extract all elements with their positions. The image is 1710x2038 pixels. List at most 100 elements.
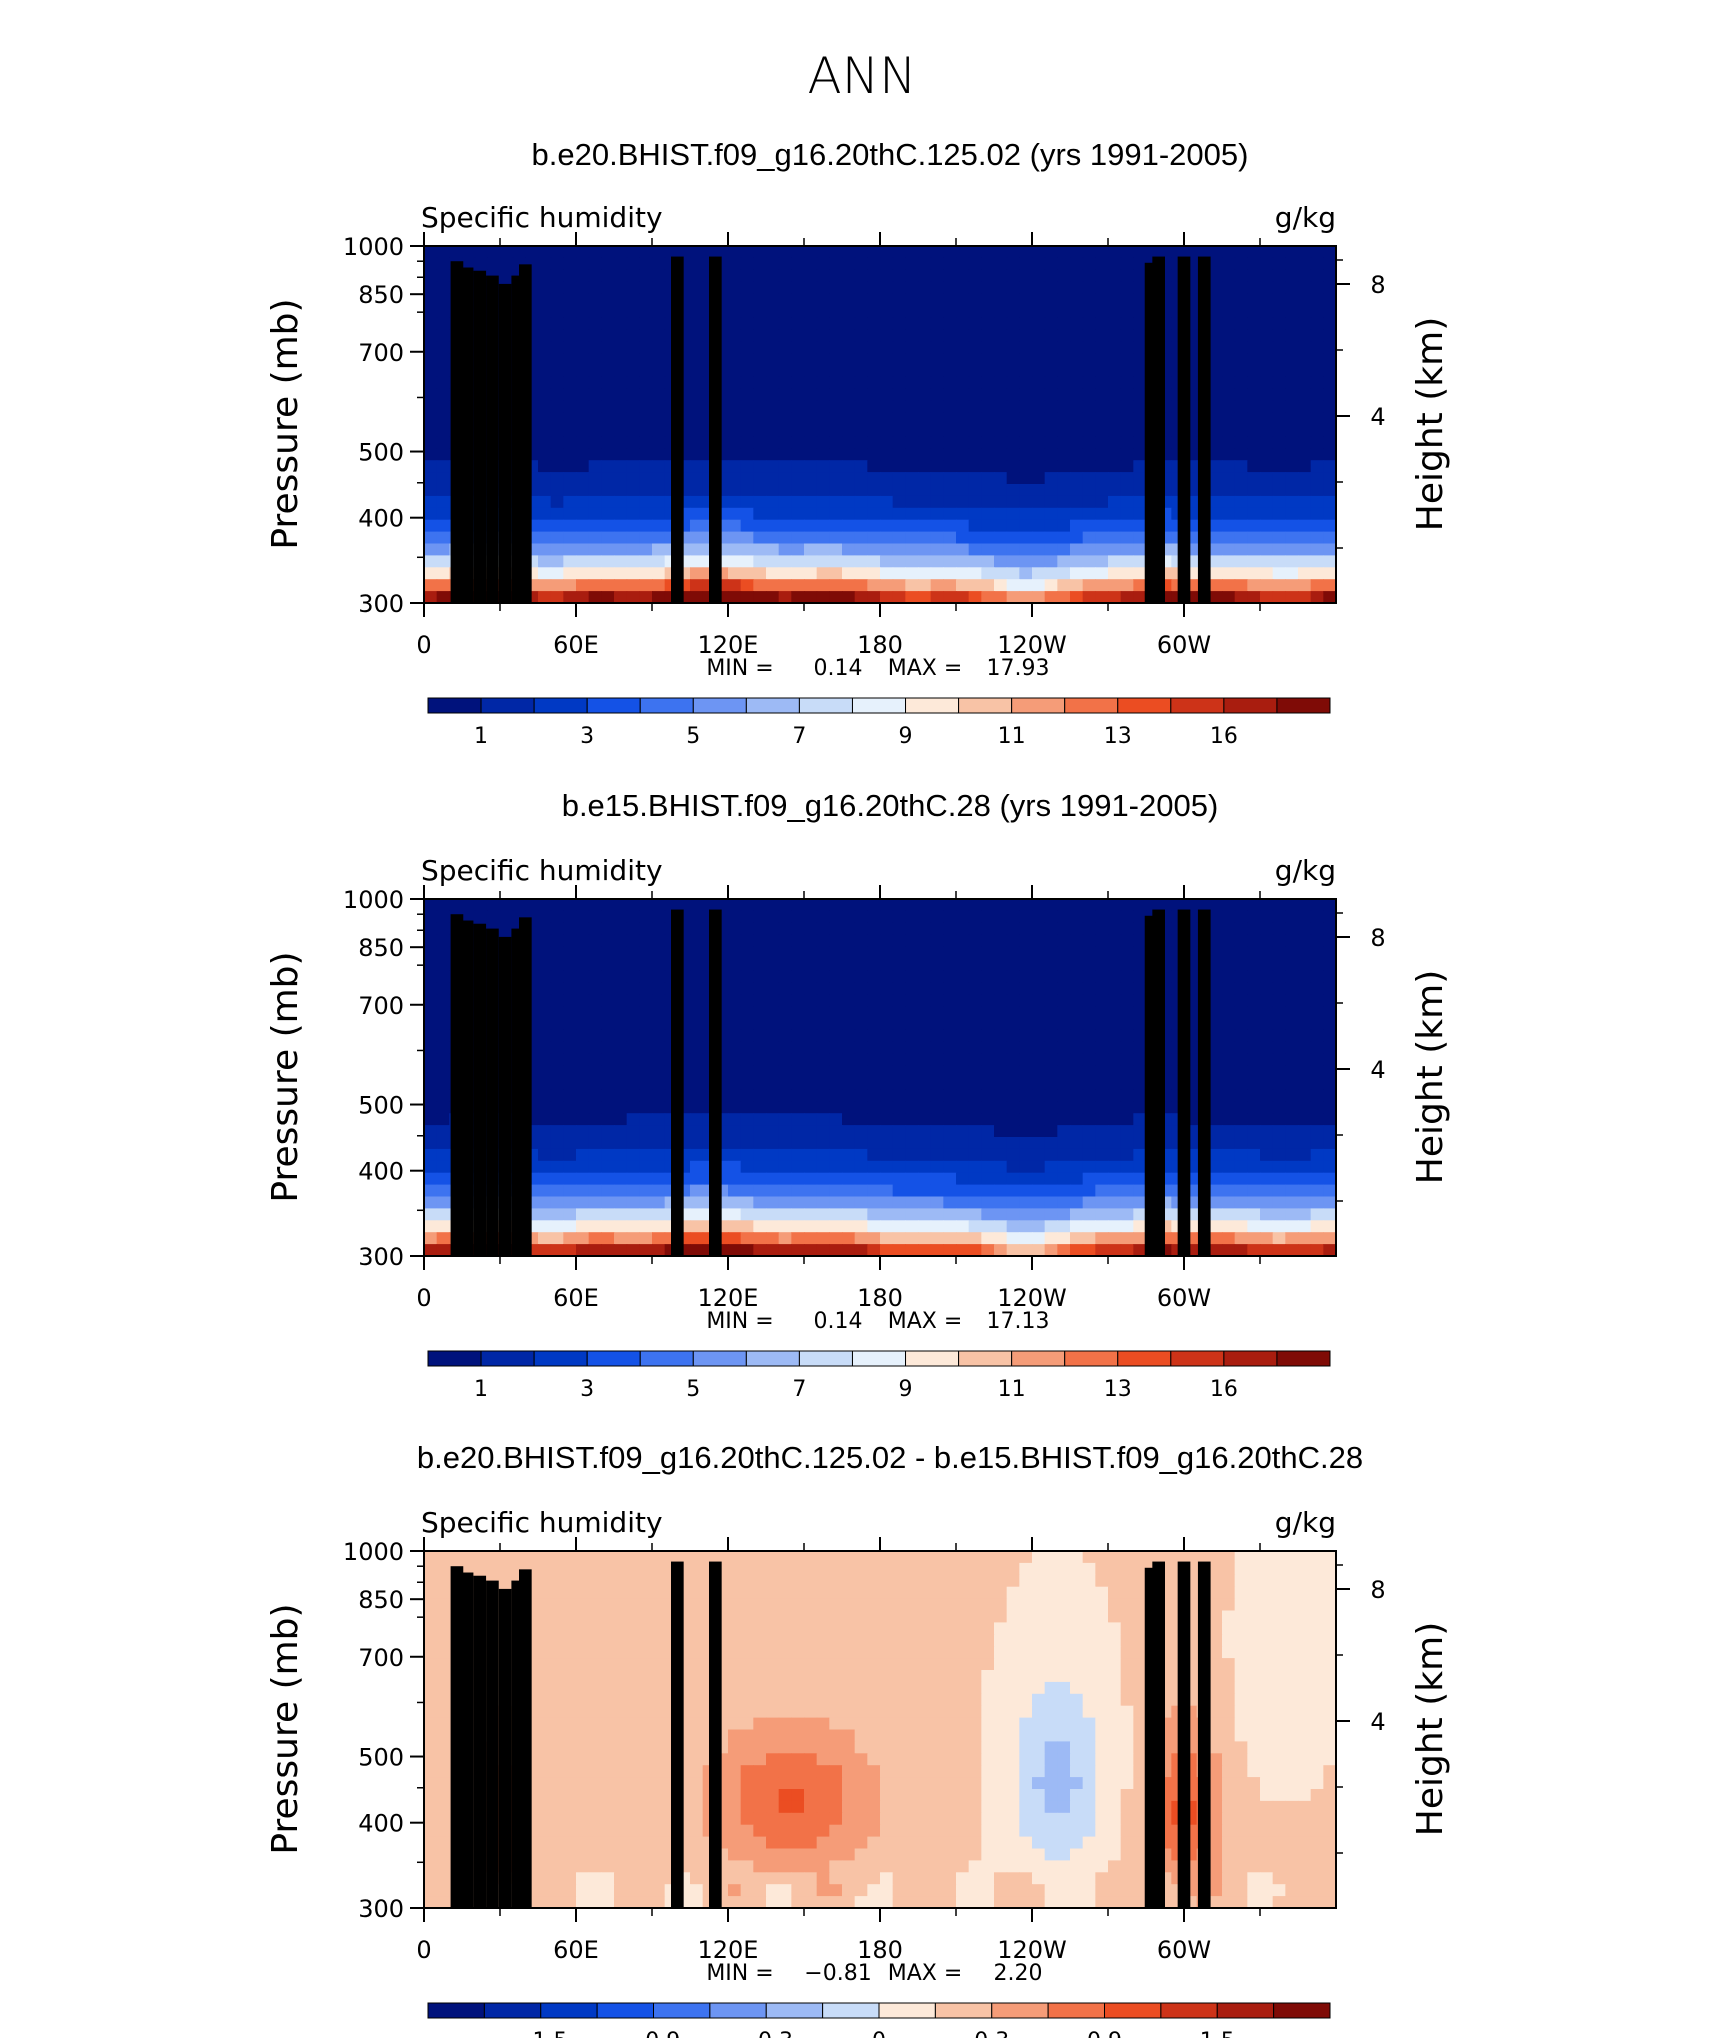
heatmap-cell — [652, 1089, 666, 1102]
heatmap-cell — [892, 591, 906, 604]
heatmap-cell — [956, 376, 970, 390]
heatmap-cell — [588, 1018, 602, 1031]
heatmap-cell — [639, 1148, 653, 1162]
heatmap-cell — [576, 1622, 590, 1635]
heatmap-cell — [829, 424, 843, 437]
heatmap-cell — [981, 376, 995, 390]
heatmap-cell — [1222, 1196, 1236, 1209]
heatmap-cell — [550, 555, 564, 568]
heatmap-cell — [690, 1172, 704, 1186]
heatmap-cell — [804, 1018, 818, 1031]
heatmap-cell — [436, 507, 450, 521]
heatmap-cell — [1247, 1148, 1261, 1162]
heatmap-cell — [740, 293, 754, 307]
heatmap-cell — [1044, 1551, 1058, 1564]
heatmap-cell — [930, 269, 944, 283]
heatmap-cell — [854, 946, 868, 960]
colorbar-label: 7 — [792, 724, 806, 749]
heatmap-cell — [626, 484, 640, 497]
heatmap-cell — [690, 519, 704, 533]
heatmap-cell — [1082, 555, 1096, 568]
heatmap-cell — [1298, 472, 1312, 485]
heatmap-cell — [538, 329, 552, 342]
heatmap-cell — [1133, 1244, 1147, 1257]
heatmap-cell — [994, 1137, 1008, 1150]
heatmap-cell — [1032, 1562, 1046, 1576]
heatmap-cell — [424, 970, 438, 983]
heatmap-cell — [1057, 1232, 1071, 1245]
heatmap-cell — [905, 922, 919, 936]
heatmap-cell — [563, 519, 577, 533]
heatmap-cell — [867, 1113, 881, 1126]
heatmap-cell — [804, 1244, 818, 1257]
heatmap-cell — [804, 555, 818, 568]
heatmap-cell — [740, 567, 754, 580]
heatmap-cell — [728, 958, 742, 971]
heatmap-cell — [626, 970, 640, 983]
heatmap-cell — [424, 946, 438, 960]
heatmap-cell — [753, 448, 767, 461]
heatmap-cell — [601, 1244, 615, 1257]
heatmap-cell — [1095, 1232, 1109, 1245]
heatmap-cell — [1044, 317, 1058, 330]
heatmap-cell — [1285, 460, 1299, 473]
heatmap-cell — [639, 388, 653, 402]
heatmap-cell — [601, 365, 615, 378]
heatmap-cell — [1082, 1232, 1096, 1245]
heatmap-cell — [588, 400, 602, 414]
heatmap-cell — [436, 484, 450, 497]
heatmap-cell — [1044, 899, 1058, 912]
heatmap-cell — [588, 1029, 602, 1043]
heatmap-cell — [1285, 257, 1299, 271]
heatmap-cell — [740, 472, 754, 485]
heatmap-cell — [753, 982, 767, 995]
heatmap-cell — [1057, 1184, 1071, 1198]
heatmap-cell — [1209, 1018, 1223, 1031]
heatmap-cell — [740, 388, 754, 402]
heatmap-cell — [1120, 591, 1134, 604]
heatmap-cell — [728, 1065, 742, 1079]
heatmap-cell — [588, 1184, 602, 1198]
heatmap-cell — [1234, 1018, 1248, 1031]
heatmap-cell — [867, 305, 881, 318]
heatmap-cell — [1044, 1113, 1058, 1126]
heatmap-cell — [1019, 257, 1033, 271]
heatmap-cell — [728, 460, 742, 473]
heatmap-cell — [1260, 269, 1274, 283]
heatmap-cell — [1310, 257, 1324, 271]
heatmap-cell — [1222, 982, 1236, 995]
colorbar-segment — [692, 1350, 747, 1367]
heatmap-cell — [588, 376, 602, 390]
heatmap-cell — [601, 1232, 615, 1245]
heatmap-cell — [892, 1137, 906, 1150]
heatmap-cell — [601, 555, 615, 568]
heatmap-cell — [424, 293, 438, 307]
heatmap-cell — [1057, 448, 1071, 461]
heatmap-cell — [791, 519, 805, 533]
heatmap-cell — [1323, 1160, 1337, 1174]
heatmap-cell — [1247, 982, 1261, 995]
heatmap-cell — [740, 495, 754, 509]
heatmap-cell — [1285, 531, 1299, 545]
heatmap-cell — [1057, 1006, 1071, 1019]
heatmap-cell — [791, 353, 805, 366]
heatmap-cell — [1006, 1551, 1020, 1564]
heatmap-cell — [436, 946, 450, 960]
heatmap-cell — [1095, 567, 1109, 580]
heatmap-cell — [930, 507, 944, 521]
heatmap-cell — [854, 922, 868, 936]
heatmap-cell — [626, 531, 640, 545]
heatmap-cell — [424, 448, 438, 461]
heatmap-cell — [1260, 1125, 1274, 1138]
heatmap-cell — [512, 246, 526, 259]
heatmap-cell — [588, 910, 602, 924]
heatmap-cell — [804, 1598, 818, 1612]
heatmap-cell — [930, 994, 944, 1007]
heatmap-cell — [880, 1208, 894, 1221]
heatmap-cell — [1070, 1029, 1084, 1043]
heatmap-cell — [956, 317, 970, 330]
heatmap-cell — [1209, 317, 1223, 330]
heatmap-cell — [766, 922, 780, 936]
heatmap-cell — [1082, 329, 1096, 342]
heatmap-cell — [956, 460, 970, 473]
